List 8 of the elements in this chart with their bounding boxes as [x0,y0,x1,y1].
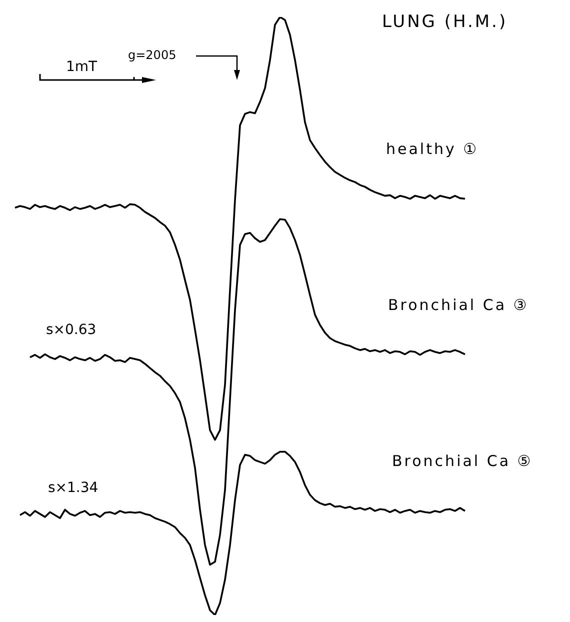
annotation: g=2005 [128,48,176,62]
annotation: s×0.63 [46,322,96,338]
text: Bronchial Ca ③ [388,296,529,314]
annotation: s×1.34 [48,480,98,496]
annotation: 1mT [66,59,98,75]
text: healthy ① [386,140,479,158]
text: Bronchial Ca ⑤ [392,452,533,470]
chart-title: LUNG (H.M.) [382,12,508,32]
